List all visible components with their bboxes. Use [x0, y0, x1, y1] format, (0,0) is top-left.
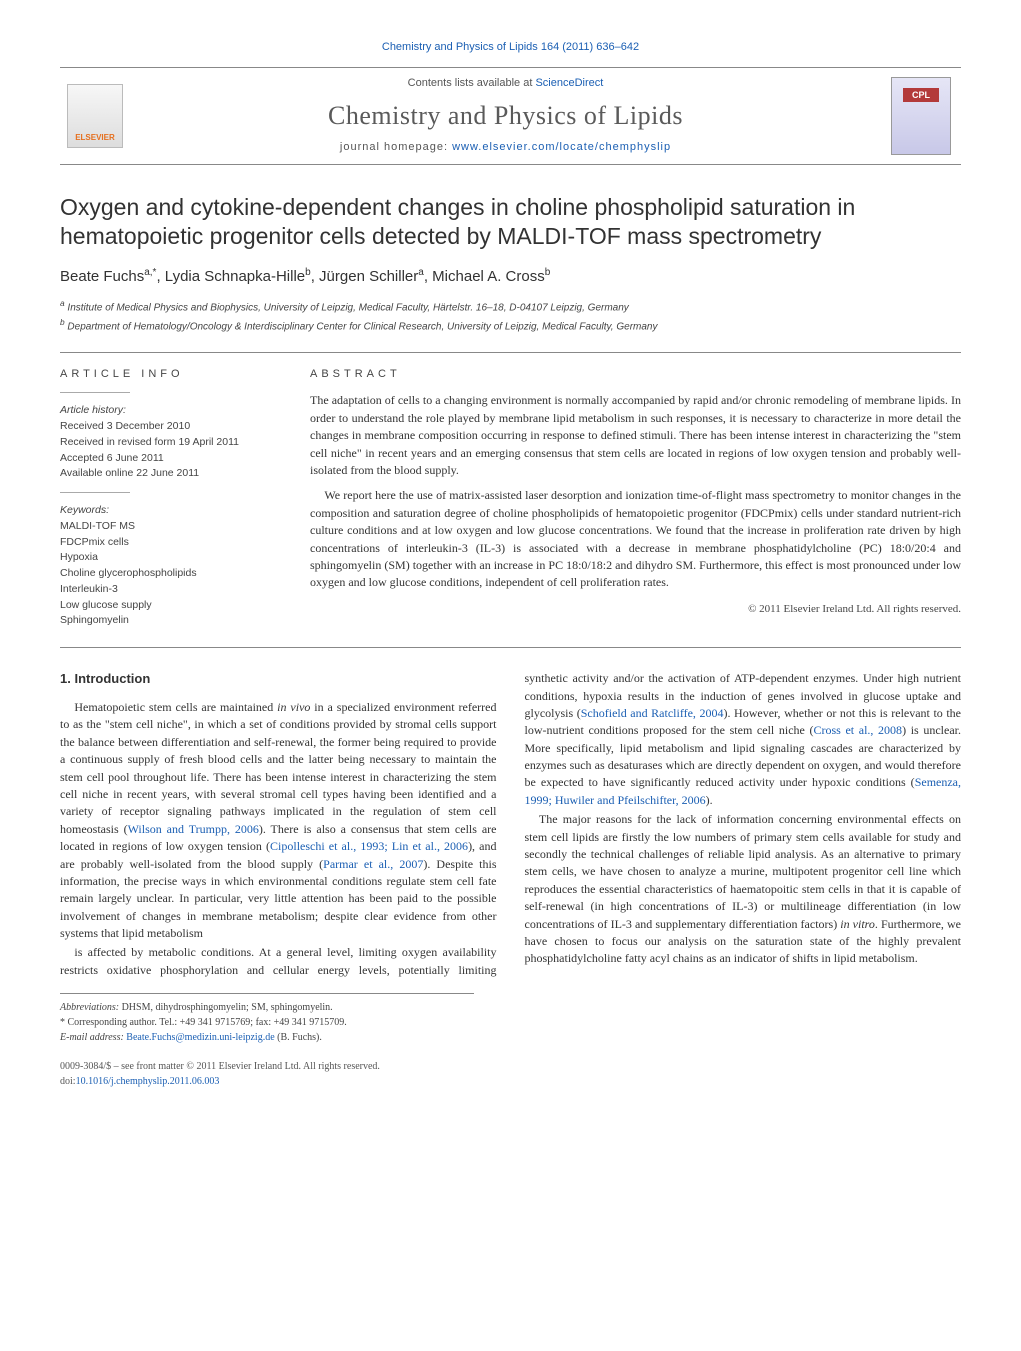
- keyword-item: Low glucose supply: [60, 598, 280, 614]
- citation-link[interactable]: Cipolleschi et al., 1993; Lin et al., 20…: [270, 839, 468, 853]
- doi-line: doi:10.1016/j.chemphyslip.2011.06.003: [60, 1074, 961, 1089]
- article-info-label: ARTICLE INFO: [60, 367, 280, 382]
- journal-homepage-link[interactable]: www.elsevier.com/locate/chemphyslip: [452, 141, 671, 153]
- body-paragraph: Hematopoietic stem cells are maintained …: [60, 699, 497, 942]
- citation-link[interactable]: Semenza, 1999; Huwiler and Pfeilschifter…: [525, 775, 962, 806]
- abstract-paragraph: The adaptation of cells to a changing en…: [310, 392, 961, 479]
- doi-block: 0009-3084/$ – see front matter © 2011 El…: [60, 1059, 961, 1089]
- article-history-list: Received 3 December 2010Received in revi…: [60, 419, 280, 482]
- keyword-item: FDCPmix cells: [60, 535, 280, 551]
- abstract-label: ABSTRACT: [310, 367, 961, 382]
- corresponding-email-link[interactable]: Beate.Fuchs@medizin.uni-leipzig.de: [126, 1032, 274, 1043]
- email-line: E-mail address: Beate.Fuchs@medizin.uni-…: [60, 1030, 474, 1045]
- abstract-column: ABSTRACT The adaptation of cells to a ch…: [310, 367, 961, 629]
- cover-label: CPL: [903, 88, 939, 102]
- keywords-heading: Keywords:: [60, 503, 280, 519]
- affiliation-b: b Department of Hematology/Oncology & In…: [60, 316, 961, 334]
- corresponding-author-line: * Corresponding author. Tel.: +49 341 97…: [60, 1015, 474, 1030]
- abstract-paragraph: We report here the use of matrix-assiste…: [310, 487, 961, 591]
- keyword-item: Sphingomyelin: [60, 613, 280, 629]
- keyword-item: MALDI-TOF MS: [60, 519, 280, 535]
- abstract-copyright: © 2011 Elsevier Ireland Ltd. All rights …: [310, 602, 961, 617]
- keyword-item: Hypoxia: [60, 550, 280, 566]
- article-history-heading: Article history:: [60, 403, 280, 419]
- history-item: Received 3 December 2010: [60, 419, 280, 435]
- affiliations: a Institute of Medical Physics and Bioph…: [60, 297, 961, 334]
- journal-cover: CPL: [881, 76, 961, 155]
- meta-abstract-row: ARTICLE INFO Article history: Received 3…: [60, 352, 961, 648]
- body-paragraph: The major reasons for the lack of inform…: [525, 811, 962, 968]
- article-body: 1. Introduction Hematopoietic stem cells…: [60, 670, 961, 979]
- doi-link[interactable]: 10.1016/j.chemphyslip.2011.06.003: [76, 1076, 220, 1087]
- history-item: Accepted 6 June 2011: [60, 451, 280, 467]
- keywords-list: MALDI-TOF MSFDCPmix cellsHypoxiaCholine …: [60, 519, 280, 629]
- journal-name: Chemistry and Physics of Lipids: [130, 98, 881, 134]
- homepage-prefix: journal homepage:: [340, 141, 452, 153]
- abstract-text: The adaptation of cells to a changing en…: [310, 392, 961, 591]
- sciencedirect-link[interactable]: ScienceDirect: [535, 77, 603, 89]
- history-item: Available online 22 June 2011: [60, 466, 280, 482]
- citation-link[interactable]: Schofield and Ratcliffe, 2004: [581, 706, 724, 720]
- article-title: Oxygen and cytokine-dependent changes in…: [60, 193, 961, 253]
- history-item: Received in revised form 19 April 2011: [60, 435, 280, 451]
- citation-link[interactable]: Wilson and Trumpp, 2006: [128, 822, 259, 836]
- journal-homepage-line: journal homepage: www.elsevier.com/locat…: [130, 140, 881, 155]
- section-heading-introduction: 1. Introduction: [60, 670, 497, 689]
- contents-available-line: Contents lists available at ScienceDirec…: [130, 76, 881, 91]
- citation-link[interactable]: Cross et al., 2008: [814, 723, 903, 737]
- journal-banner: ELSEVIER Contents lists available at Sci…: [60, 67, 961, 164]
- footnotes: Abbreviations: DHSM, dihydrosphingomyeli…: [60, 993, 474, 1045]
- contents-prefix: Contents lists available at: [408, 77, 536, 89]
- citation-link[interactable]: Parmar et al., 2007: [323, 857, 423, 871]
- abbreviations-line: Abbreviations: DHSM, dihydrosphingomyeli…: [60, 1000, 474, 1015]
- authors-line: Beate Fuchsa,*, Lydia Schnapka-Hilleb, J…: [60, 266, 961, 287]
- keyword-item: Choline glycerophospholipids: [60, 566, 280, 582]
- journal-citation: Chemistry and Physics of Lipids 164 (201…: [60, 40, 961, 55]
- keyword-item: Interleukin-3: [60, 582, 280, 598]
- article-info-column: ARTICLE INFO Article history: Received 3…: [60, 367, 280, 629]
- publisher-logo: ELSEVIER: [60, 76, 130, 155]
- front-matter-line: 0009-3084/$ – see front matter © 2011 El…: [60, 1059, 961, 1074]
- journal-cover-icon: CPL: [891, 77, 951, 155]
- affiliation-a: a Institute of Medical Physics and Bioph…: [60, 297, 961, 315]
- elsevier-logo-icon: ELSEVIER: [67, 84, 123, 148]
